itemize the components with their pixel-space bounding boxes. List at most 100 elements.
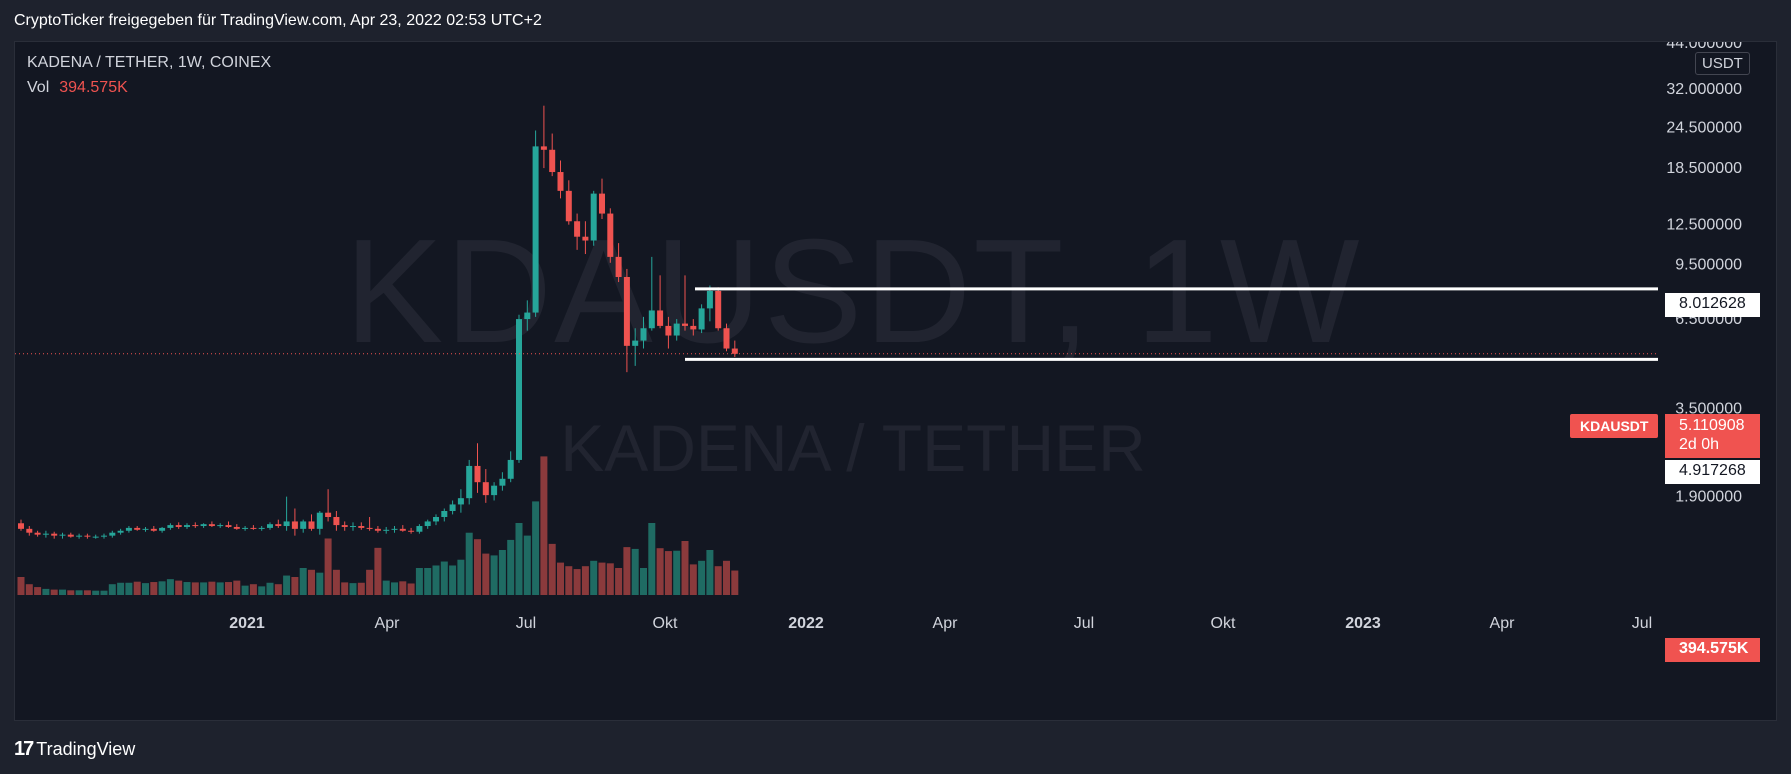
volume-bar [540,456,548,595]
candle-body [175,525,182,527]
candle-body [258,527,265,529]
price-tick-label: 12.500000 [1666,217,1742,234]
chart-pane[interactable]: KDAUSDT, 1W KADENA / TETHER 44.000000 32.… [14,41,1777,721]
candle-body [383,529,390,531]
candle-body [366,527,373,529]
volume-bar [474,539,481,595]
volume-bar [249,584,257,595]
volume-bar [507,539,515,595]
volume-bar [606,563,614,595]
volume-bar [673,550,681,595]
candle-body [142,528,149,530]
volume-bar [142,583,149,595]
volume-bar [133,581,141,595]
candle-body [300,521,307,529]
volume-bar [557,562,564,595]
time-tick-label: Apr [1490,615,1516,632]
volume-bar [523,535,531,595]
candle-body [723,328,730,349]
volume-bar [175,580,183,595]
candle-body [101,535,107,537]
volume-bar [50,589,58,595]
candle-body [92,536,99,538]
volume-bar [225,582,232,595]
candle-body [482,482,489,496]
volume-bar [457,559,465,595]
volume-bar [258,586,266,595]
candle-body [225,525,232,527]
price-tick-label: 24.500000 [1666,120,1742,137]
volume-bar [407,583,415,595]
volume-bar [656,548,664,595]
candle-body [615,256,622,277]
volume-bar [449,565,457,595]
time-tick-label: 2022 [788,615,824,632]
candle-body [316,512,323,529]
volume-bar [92,590,100,595]
candle-body [491,485,498,496]
candle-body [67,534,74,537]
volume-bar [374,547,382,595]
candle-body [18,523,24,529]
legend-volume-value: 394.575K [59,79,128,96]
volume-bar [581,566,589,595]
volume-bar [308,569,315,595]
volume-bar [324,538,332,595]
candle-body [441,511,448,517]
candle-body [690,325,697,330]
time-tick-label: 2023 [1345,615,1381,632]
time-tick-label: Apr [933,615,959,632]
volume-bar [191,582,199,595]
candle-body [159,527,166,531]
candle-body [250,527,257,529]
candle-body [308,521,315,529]
candle-body [524,312,531,320]
bar-countdown: 2d 0h [1679,436,1720,453]
currency-button[interactable]: USDT [1695,52,1750,75]
volume-bar [640,568,647,595]
volume-bar [266,582,274,595]
volume-bar [590,560,598,595]
volume-bar [366,569,374,595]
candlestick-chart[interactable]: 44.000000 32.000000 24.500000 18.500000 12.5… [15,42,1777,721]
price-tick-label: 1.900000 [1675,489,1742,506]
candle-body [607,213,614,257]
volume-bar [34,587,42,595]
candle-body [42,533,49,535]
candle-body [26,528,33,533]
volume-bar [274,584,282,595]
candle-body [283,521,290,527]
volume-bar [631,548,639,595]
volume-bar [17,577,25,595]
volume-bar [391,582,398,595]
volume-bar [341,582,349,595]
candle-body [59,534,66,536]
resistance-price-tag: 8.012628 [1665,293,1760,317]
candle-body [408,530,415,532]
volume-bar [714,566,722,595]
candle-body [134,527,141,530]
tradingview-logo[interactable]: 17 TradingView [14,738,135,761]
time-tick-label: 2021 [229,615,265,632]
last-price-tag: 5.110908 2d 0h [1665,414,1760,458]
candle-body [557,172,564,191]
candle-body [341,525,348,527]
volume-bar [415,568,423,595]
candle-body [623,276,630,346]
candle-body [706,290,713,309]
volume-bar [216,582,224,595]
candle-body [582,236,589,241]
horizontal-lines [15,287,1658,361]
volume-bar [573,569,581,595]
candle-body [424,521,431,527]
time-tick-label: Okt [1211,615,1236,632]
candle-body [648,310,655,329]
candle-body [574,221,581,237]
candle-body [208,524,215,527]
candle-body [267,524,273,528]
candle-body [540,146,547,150]
volume-bar [706,550,714,595]
last-price-value: 5.110908 [1679,417,1745,434]
time-axis: 2021 Apr Jul Okt 2022 Apr Jul Okt 2023 Apr Jul [229,615,1652,632]
volume-bar [42,588,50,595]
